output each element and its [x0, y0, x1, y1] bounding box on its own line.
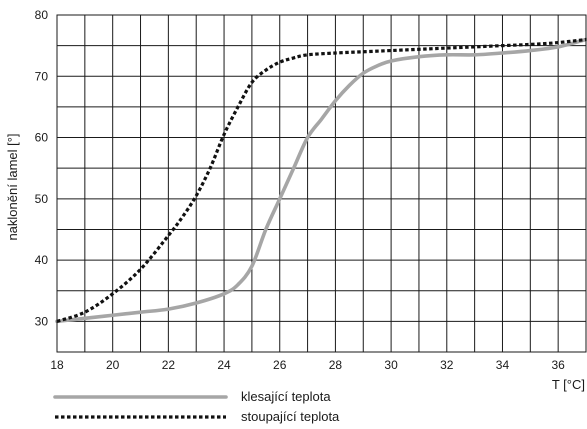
y-axis-tick-labels: 30 40 50 60 70 80 — [35, 8, 49, 328]
y-tick-label: 30 — [35, 314, 49, 328]
y-tick-label: 50 — [35, 192, 49, 206]
legend-label-klesajici: klesající teplota — [241, 389, 331, 404]
x-tick-label: 22 — [162, 358, 176, 372]
series-line-stoupajici — [56, 37, 587, 323]
legend-label-stoupajici: stoupající teplota — [241, 409, 340, 424]
x-tick-label: 18 — [50, 358, 64, 372]
x-tick-label: 30 — [384, 358, 398, 372]
x-tick-label: 26 — [273, 358, 287, 372]
x-axis-title: T [°C] — [552, 377, 585, 392]
x-axis-tick-labels: 18 20 22 24 26 28 30 32 34 36 — [50, 358, 565, 372]
y-tick-label: 60 — [35, 131, 49, 145]
legend: klesající teplota stoupající teplota — [53, 389, 340, 424]
x-tick-label: 24 — [217, 358, 231, 372]
y-tick-label: 70 — [35, 69, 49, 83]
y-tick-label: 40 — [35, 253, 49, 267]
y-axis-title: naklonění lamel [°] — [5, 133, 20, 240]
grid-lines — [57, 15, 586, 352]
x-tick-label: 34 — [496, 358, 510, 372]
plot-frame — [56, 14, 587, 353]
series-lines — [55, 37, 587, 324]
x-tick-label: 20 — [106, 358, 120, 372]
x-tick-label: 32 — [440, 358, 454, 372]
y-tick-label: 80 — [35, 8, 49, 22]
x-tick-label: 28 — [329, 358, 343, 372]
series-line-klesajici — [55, 37, 587, 324]
x-tick-label: 36 — [551, 358, 565, 372]
